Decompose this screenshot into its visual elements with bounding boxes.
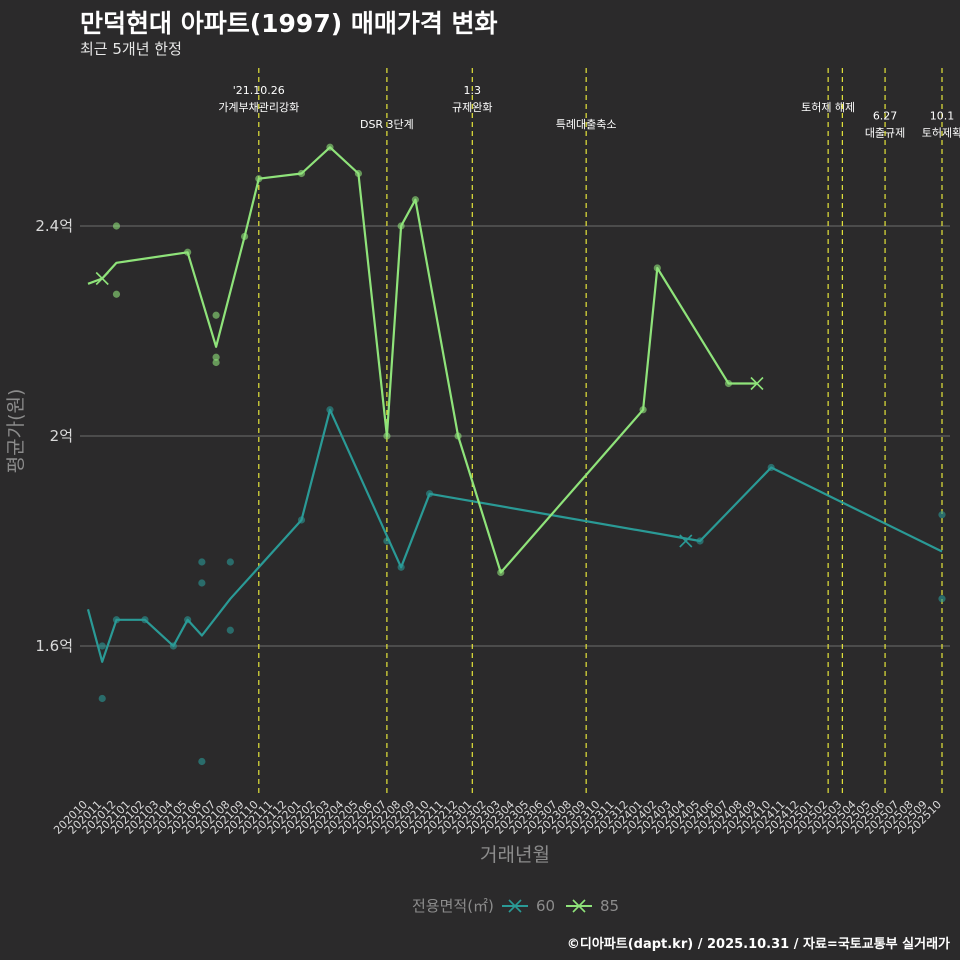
data-point-60: [98, 642, 106, 650]
event-annotation: '21.10.26: [233, 84, 285, 97]
y-tick-label: 2.4억: [35, 217, 73, 235]
legend-label-85: 85: [600, 897, 619, 915]
chart-title: 만덕현대 아파트(1997) 매매가격 변화: [80, 9, 498, 38]
event-annotation: 토허제 해제: [801, 100, 855, 114]
data-point-85: [212, 358, 220, 367]
y-axis-label: 평균가(원): [5, 389, 27, 474]
data-point-60: [198, 757, 206, 766]
cross-marker-85: [750, 376, 764, 391]
legend-key-marker-60: [508, 899, 522, 913]
data-point-85: [112, 222, 121, 230]
cross-marker-60: [679, 534, 693, 548]
data-point-60: [198, 579, 206, 587]
data-point-60: [938, 511, 946, 519]
event-annotation: DSR 3단계: [360, 118, 414, 131]
source-caption: ©디아파트(dapt.kr) / 2025.10.31 / 자료=국토교통부 실…: [566, 937, 950, 952]
event-annotation: 6.27: [873, 110, 898, 123]
chart-subtitle: 최근 5개년 한정: [80, 40, 182, 58]
data-point-60: [226, 558, 234, 566]
event-annotation: 1.3: [464, 84, 482, 97]
series-line-85: [87, 146, 757, 574]
legend-label-60: 60: [536, 897, 555, 915]
y-tick-label: 1.6억: [35, 637, 73, 655]
data-point-60: [98, 694, 106, 703]
legend-title: 전용면적(㎡): [412, 897, 494, 915]
data-point-85: [212, 311, 220, 319]
event-annotation: 특례대출축소: [556, 118, 617, 131]
cross-marker-85: [95, 271, 109, 286]
data-point-85: [212, 353, 220, 361]
event-annotation: 10.1: [930, 110, 955, 123]
event-annotation: 토허제확: [922, 127, 960, 140]
event-annotation: 대출규제: [865, 127, 905, 140]
y-tick-label: 2억: [50, 427, 73, 445]
data-point-60: [938, 595, 946, 603]
event-annotation: 가계부채관리강화: [218, 101, 299, 114]
event-annotation: 규제완화: [452, 101, 492, 114]
data-point-60: [198, 558, 206, 566]
legend-key-marker-85: [572, 899, 586, 913]
data-point-60: [226, 626, 234, 634]
x-axis-label: 거래년월: [480, 844, 550, 866]
series-line-60: [86, 408, 943, 663]
data-point-85: [112, 290, 121, 298]
